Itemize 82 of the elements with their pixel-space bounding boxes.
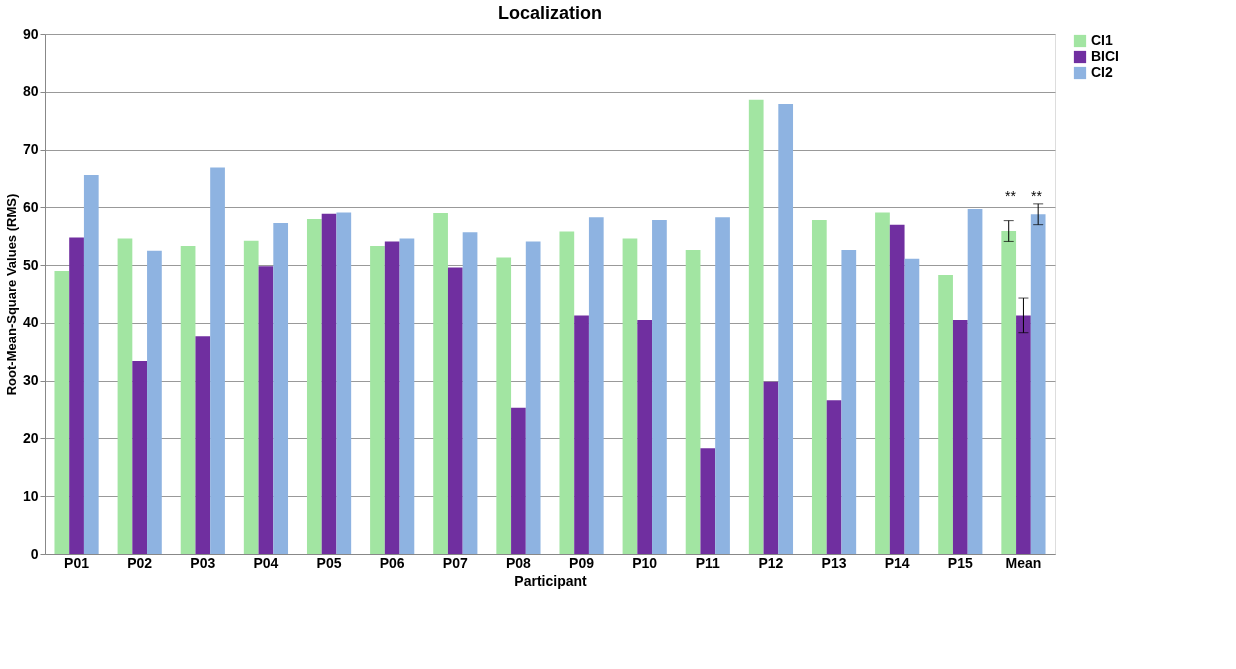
- x-tick-label: P04: [253, 554, 279, 571]
- bar: [370, 246, 385, 554]
- y-tick-label: 70: [22, 141, 39, 158]
- bar: [559, 231, 575, 554]
- y-tick-label: 50: [22, 256, 39, 273]
- bar: [210, 167, 225, 554]
- bar: [54, 270, 70, 554]
- bar: [904, 258, 920, 554]
- annotation: **: [1030, 188, 1043, 204]
- x-tick-label: P07: [442, 554, 468, 571]
- annotation: **: [1004, 188, 1017, 204]
- y-tick-label: 0: [30, 545, 39, 562]
- legend-label: CI2: [1091, 64, 1113, 80]
- bar: [69, 237, 84, 554]
- bar: [938, 274, 953, 554]
- bar: [180, 246, 196, 554]
- y-tick-label: 10: [22, 487, 39, 504]
- bar: [243, 240, 259, 554]
- y-tick-label: 30: [22, 372, 39, 389]
- x-axis-title: Participant: [514, 572, 588, 589]
- x-tick-label: P01: [64, 554, 90, 571]
- x-tick-label: P08: [505, 554, 532, 571]
- bar: [273, 222, 289, 554]
- bar: [336, 212, 352, 554]
- bar: [889, 224, 905, 554]
- bar: [652, 220, 667, 554]
- x-tick-label: Mean: [1005, 554, 1042, 571]
- bar: [826, 400, 842, 554]
- bar: [637, 320, 653, 554]
- x-tick-label: P12: [758, 554, 784, 571]
- y-tick-label: 20: [22, 429, 39, 446]
- bar: [763, 381, 779, 554]
- bar: [952, 320, 968, 554]
- x-tick-label: P15: [947, 554, 973, 571]
- bar: [778, 103, 794, 554]
- x-tick-label: P02: [127, 554, 153, 571]
- bar: [748, 99, 764, 554]
- bar: [147, 250, 162, 554]
- x-tick-label: P05: [316, 554, 342, 571]
- bar: [132, 361, 148, 554]
- bar: [195, 336, 211, 554]
- bar: [258, 266, 274, 554]
- bar: [841, 250, 857, 554]
- chart-title: Localization: [497, 3, 603, 23]
- x-tick-label: P13: [821, 554, 847, 571]
- y-tick-label: 60: [22, 198, 39, 215]
- y-tick-label: 80: [22, 83, 39, 100]
- bar: [1001, 231, 1017, 554]
- bar: [117, 238, 133, 554]
- y-tick-label: 40: [22, 314, 39, 331]
- bar: [1016, 315, 1031, 554]
- bar: [715, 217, 730, 554]
- bar: [700, 448, 716, 554]
- legend-label: BICI: [1091, 48, 1119, 64]
- bar: [525, 241, 541, 554]
- legend-label: CI1: [1091, 32, 1113, 48]
- bar: [511, 407, 526, 554]
- bar: [447, 267, 463, 554]
- x-tick-label: P10: [632, 554, 658, 571]
- bar: [622, 238, 638, 554]
- bar: [384, 241, 400, 554]
- bar: [399, 238, 415, 554]
- x-tick-label: P11: [695, 554, 721, 571]
- bar: [496, 257, 512, 554]
- bar: [685, 250, 701, 554]
- x-tick-label: P09: [569, 554, 595, 571]
- bar: [875, 212, 890, 554]
- bar: [574, 315, 589, 554]
- x-tick-label: P14: [884, 554, 910, 571]
- bar: [1030, 214, 1046, 554]
- bar: [433, 213, 448, 554]
- y-tick-label: 90: [22, 25, 39, 42]
- bar: [462, 232, 478, 554]
- bar: [811, 220, 827, 554]
- bar: [967, 209, 983, 554]
- x-tick-label: P06: [379, 554, 405, 571]
- bar: [588, 217, 604, 554]
- bar: [83, 174, 99, 554]
- bar: [306, 218, 322, 554]
- bar: [321, 213, 337, 554]
- x-tick-label: P03: [190, 554, 216, 571]
- y-axis-title: Root-Mean-Square Values (RMS): [3, 193, 19, 396]
